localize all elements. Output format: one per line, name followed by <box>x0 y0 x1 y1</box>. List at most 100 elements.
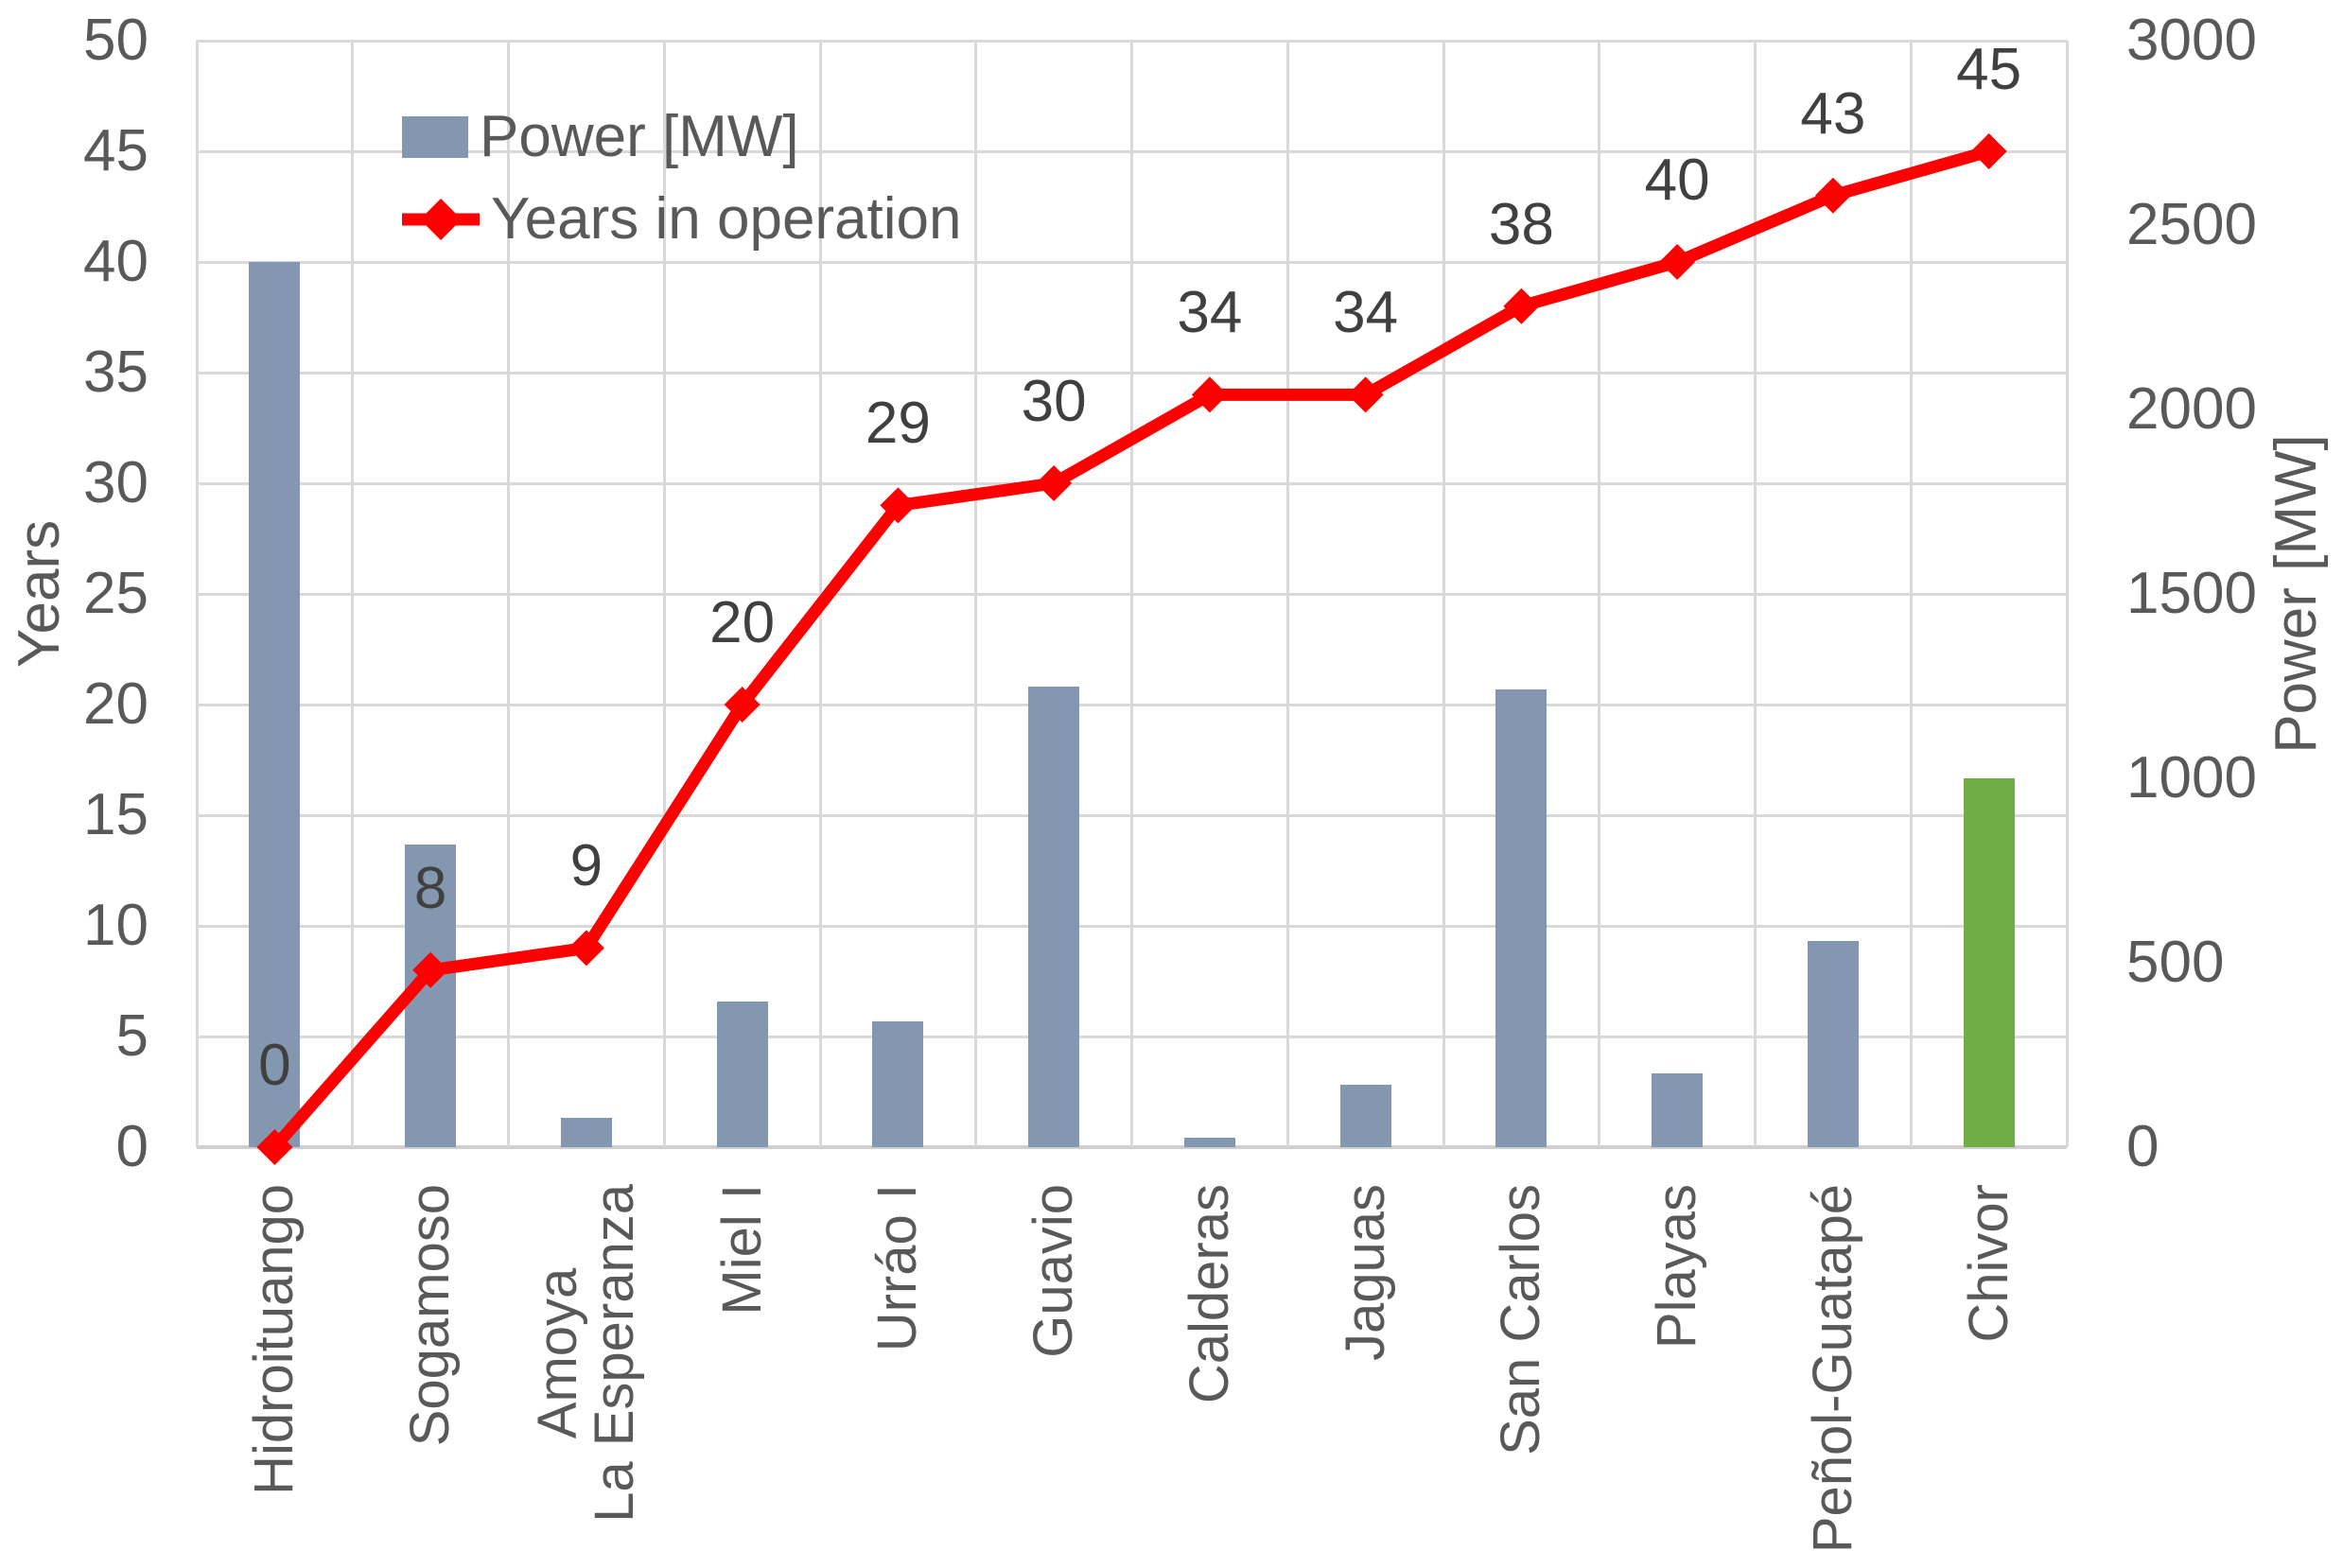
line-marker-8[interactable] <box>1347 376 1384 413</box>
category-label-11: Peñol-Guatapé <box>1801 1184 1863 1568</box>
left-tick-label: 5 <box>115 1003 149 1069</box>
category-label-text: Sogamoso <box>399 1184 462 1447</box>
line-marker-9[interactable] <box>1503 287 1540 324</box>
line-marker-3[interactable] <box>568 930 604 967</box>
category-label-4: Miel I <box>710 1184 773 1568</box>
power-bar-1[interactable] <box>249 262 301 1147</box>
line-data-label: 9 <box>569 833 603 899</box>
line-marker-7[interactable] <box>1191 376 1228 413</box>
line-marker-5[interactable] <box>880 487 917 524</box>
category-label-text: Miel I <box>710 1184 773 1315</box>
category-label-text: Guavio <box>1023 1184 1085 1358</box>
right-tick-label: 2500 <box>2126 192 2257 257</box>
line-marker-4[interactable] <box>724 687 761 723</box>
left-tick-label: 35 <box>83 340 149 405</box>
right-tick-label: 1000 <box>2126 745 2257 810</box>
power-bar-11[interactable] <box>1807 940 1859 1147</box>
line-data-label: 8 <box>413 855 447 921</box>
gridline-v <box>1442 41 1445 1147</box>
category-label-3: Amoya La Esperanza <box>526 1184 645 1568</box>
gridline-v <box>1754 41 1757 1147</box>
power-bar-8[interactable] <box>1339 1084 1391 1147</box>
power-bar-5[interactable] <box>872 1021 924 1147</box>
gridline-v <box>1285 41 1289 1147</box>
line-marker-6[interactable] <box>1036 465 1073 501</box>
power-bar-7[interactable] <box>1183 1137 1235 1147</box>
gridline-v <box>662 41 666 1147</box>
power-bar-10[interactable] <box>1652 1073 1704 1147</box>
x-axis-line <box>197 1145 2067 1149</box>
category-label-9: San Carlos <box>1490 1184 1552 1568</box>
left-tick-label: 45 <box>83 118 149 183</box>
power-bar-6[interactable] <box>1028 686 1080 1147</box>
left-tick-label: 50 <box>83 8 149 73</box>
category-label-text: Playas <box>1646 1184 1708 1350</box>
line-data-label: 40 <box>1644 148 1710 213</box>
line-data-label: 34 <box>1177 280 1243 346</box>
category-label-1: Hidroituango <box>243 1184 306 1568</box>
category-label-text: Chivor <box>1957 1184 2020 1343</box>
line-diamond-swatch-icon <box>402 199 480 240</box>
legend-label-years: Years in operation <box>491 186 962 252</box>
category-label-text: Peñol-Guatapé <box>1801 1184 1863 1554</box>
left-tick-label: 40 <box>83 229 149 294</box>
gridline-v <box>1130 41 1133 1147</box>
line-data-label: 45 <box>1956 37 2022 102</box>
line-marker-1[interactable] <box>256 1129 293 1165</box>
legend-label-power: Power [MW] <box>480 104 799 169</box>
left-tick-label: 25 <box>83 561 149 626</box>
gridline-v <box>974 41 978 1147</box>
line-data-label: 38 <box>1488 191 1554 257</box>
gridline-v <box>2065 41 2069 1147</box>
line-marker-10[interactable] <box>1659 244 1696 280</box>
category-label-text: Hidroituango <box>243 1184 306 1495</box>
category-label-8: Jaguas <box>1334 1184 1396 1568</box>
left-tick-label: 15 <box>83 782 149 847</box>
category-label-text: Calderas <box>1178 1184 1240 1404</box>
gridline-v <box>351 41 355 1147</box>
power-bar-9[interactable] <box>1495 689 1547 1147</box>
category-label-12: Chivor <box>1957 1184 2020 1568</box>
category-label-text: Urráo I <box>866 1184 929 1352</box>
left-tick-label: 20 <box>83 671 149 737</box>
line-data-label: 43 <box>1800 80 1866 147</box>
right-tick-label: 500 <box>2126 930 2225 995</box>
right-axis-title: Power [MW] <box>2264 434 2329 754</box>
category-label-5: Urráo I <box>866 1184 929 1568</box>
right-tick-label: 2000 <box>2126 376 2257 442</box>
category-label-text: San Carlos <box>1490 1184 1552 1455</box>
gridline-v <box>507 41 510 1147</box>
category-label-10: Playas <box>1646 1184 1708 1568</box>
line-data-label: 30 <box>1021 369 1087 434</box>
category-label-2: Sogamoso <box>399 1184 462 1568</box>
power-bar-4[interactable] <box>716 1001 768 1147</box>
left-axis-title: Years <box>7 519 72 669</box>
years-line[interactable] <box>270 145 1991 1152</box>
category-label-text: Amoya La Esperanza <box>526 1184 645 1523</box>
line-marker-11[interactable] <box>1814 177 1851 214</box>
left-tick-label: 10 <box>83 893 149 958</box>
right-tick-label: 3000 <box>2126 8 2257 73</box>
category-label-7: Calderas <box>1178 1184 1240 1568</box>
category-label-text: Jaguas <box>1334 1184 1396 1362</box>
power-bar-12[interactable] <box>1963 778 2015 1147</box>
power-bar-3[interactable] <box>560 1117 612 1147</box>
left-tick-label: 30 <box>83 450 149 515</box>
line-marker-12[interactable] <box>1970 133 2007 169</box>
right-tick-label: 1500 <box>2126 561 2257 626</box>
line-marker-2[interactable] <box>412 951 449 988</box>
line-data-label: 20 <box>709 590 776 655</box>
left-tick-label: 0 <box>115 1114 149 1179</box>
line-data-label: 0 <box>258 1033 291 1098</box>
line-data-label: 29 <box>865 391 931 457</box>
gridline-v <box>1598 41 1601 1147</box>
gridline-v <box>195 41 199 1147</box>
gridline-v <box>1909 41 1913 1147</box>
category-label-6: Guavio <box>1023 1184 1085 1568</box>
right-tick-label: 0 <box>2126 1114 2159 1179</box>
legend-item-power[interactable]: Power [MW] <box>402 104 799 170</box>
bar-swatch-icon <box>402 116 468 158</box>
legend-item-years[interactable]: Years in operation <box>402 186 962 253</box>
